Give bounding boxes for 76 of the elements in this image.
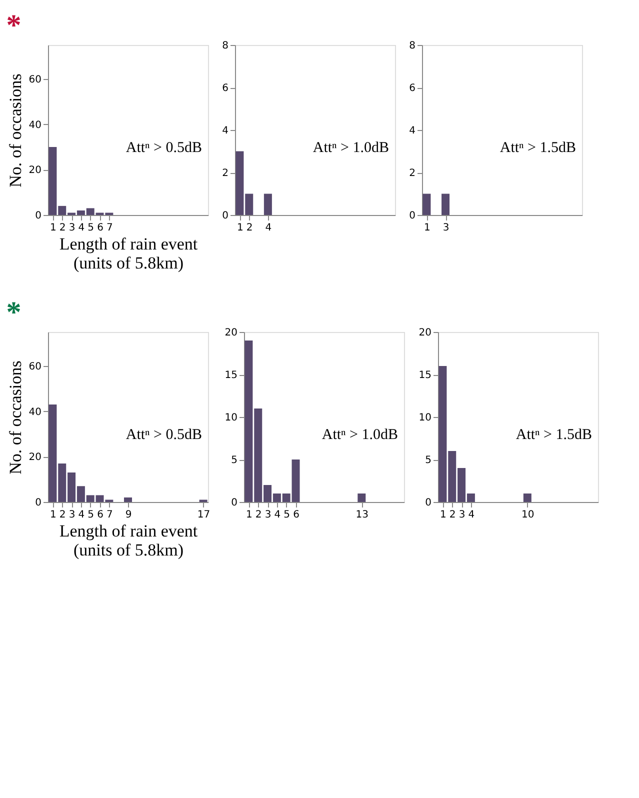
y-tick-label: 20	[28, 165, 42, 176]
y-axis-title: No. of occasions	[6, 74, 25, 188]
x-tick-label: 1	[237, 222, 244, 234]
x-tick-label: 5	[88, 510, 94, 520]
x-tick-label: 2	[449, 510, 456, 520]
x-tick-label: 4	[468, 510, 475, 520]
chart-title: *	[6, 9, 22, 42]
x-tick-label: 13	[356, 510, 369, 520]
x-tick-label: 4	[274, 510, 281, 520]
x-tick-label: 3	[68, 510, 76, 520]
x-tick-label: 2	[59, 510, 66, 520]
x-tick-label: 2	[255, 510, 262, 520]
y-tick-label: 60	[28, 362, 42, 372]
x-tick-label: 3	[458, 510, 466, 520]
x-axis-title: Length of rain event (units of 5.8km)	[59, 522, 198, 560]
annotation: Attⁿ > 0.5dB	[126, 427, 202, 443]
annotation: Attⁿ > 1.0dB	[322, 427, 398, 443]
x-tick-label: 5	[284, 510, 290, 520]
bar	[358, 494, 366, 502]
y-tick-label: 5	[425, 455, 432, 466]
x-axis-title: Length of rain event (units of 5.8km)	[59, 234, 198, 272]
annotation: Attⁿ > 1.5dB	[516, 427, 592, 443]
y-tick-label: 5	[231, 455, 238, 466]
y-tick-label: 15	[418, 370, 432, 381]
x-tick-label: 17	[197, 510, 210, 520]
x-tick-label: 7	[106, 510, 113, 520]
y-tick-label: 6	[222, 83, 228, 94]
y-tick-label: 40	[28, 406, 42, 418]
y-tick-label: 10	[224, 412, 238, 424]
annotation: Attⁿ > 1.5dB	[500, 140, 576, 156]
y-axis-title: No. of occasions	[6, 360, 25, 474]
x-tick-label: 6	[293, 510, 300, 520]
y-tick-label: 2	[409, 168, 416, 179]
x-tick-label: 7	[106, 222, 113, 234]
y-tick-label: 20	[224, 328, 238, 338]
x-tick-label: 3	[442, 222, 450, 234]
x-tick-label: 3	[264, 510, 272, 520]
x-tick-label: 2	[59, 222, 66, 234]
x-tick-label: 1	[50, 510, 56, 520]
annotation: Attⁿ > 0.5dB	[126, 140, 202, 156]
x-tick-label: 4	[78, 222, 85, 234]
x-tick-label: 1	[246, 510, 252, 520]
y-tick-label: 0	[425, 498, 432, 508]
y-tick-label: 20	[28, 452, 42, 464]
x-tick-label: 10	[522, 510, 534, 520]
x-tick-label: 2	[246, 222, 253, 234]
y-tick-label: 2	[222, 168, 228, 179]
x-tick-label: 6	[97, 222, 104, 234]
bar	[523, 494, 532, 502]
x-tick-label: 9	[125, 510, 132, 520]
x-tick-label: 4	[265, 222, 272, 234]
y-tick-label: 60	[28, 74, 42, 86]
y-tick-label: 8	[409, 40, 416, 52]
y-tick-label: 8	[222, 40, 228, 52]
y-tick-label: 40	[28, 120, 42, 131]
x-tick-label: 3	[68, 222, 76, 234]
annotation: Attⁿ > 1.0dB	[312, 140, 389, 156]
y-tick-label: 0	[35, 210, 42, 222]
x-tick-label: 1	[50, 222, 56, 234]
y-tick-label: 20	[418, 328, 432, 338]
y-tick-label: 6	[409, 83, 416, 94]
y-tick-label: 4	[409, 126, 416, 136]
y-tick-label: 10	[418, 412, 432, 424]
y-tick-label: 0	[222, 210, 228, 222]
x-tick-label: 5	[88, 222, 94, 234]
x-tick-label: 1	[440, 510, 446, 520]
chart-title: *	[6, 296, 22, 329]
x-tick-label: 4	[78, 510, 85, 520]
bar	[124, 497, 132, 502]
y-tick-label: 0	[231, 498, 238, 508]
y-tick-label: 0	[409, 210, 416, 222]
x-tick-label: 1	[424, 222, 430, 234]
y-tick-label: 4	[222, 126, 228, 136]
y-tick-label: 0	[35, 498, 42, 508]
x-tick-label: 6	[97, 510, 104, 520]
y-tick-label: 15	[224, 370, 238, 381]
